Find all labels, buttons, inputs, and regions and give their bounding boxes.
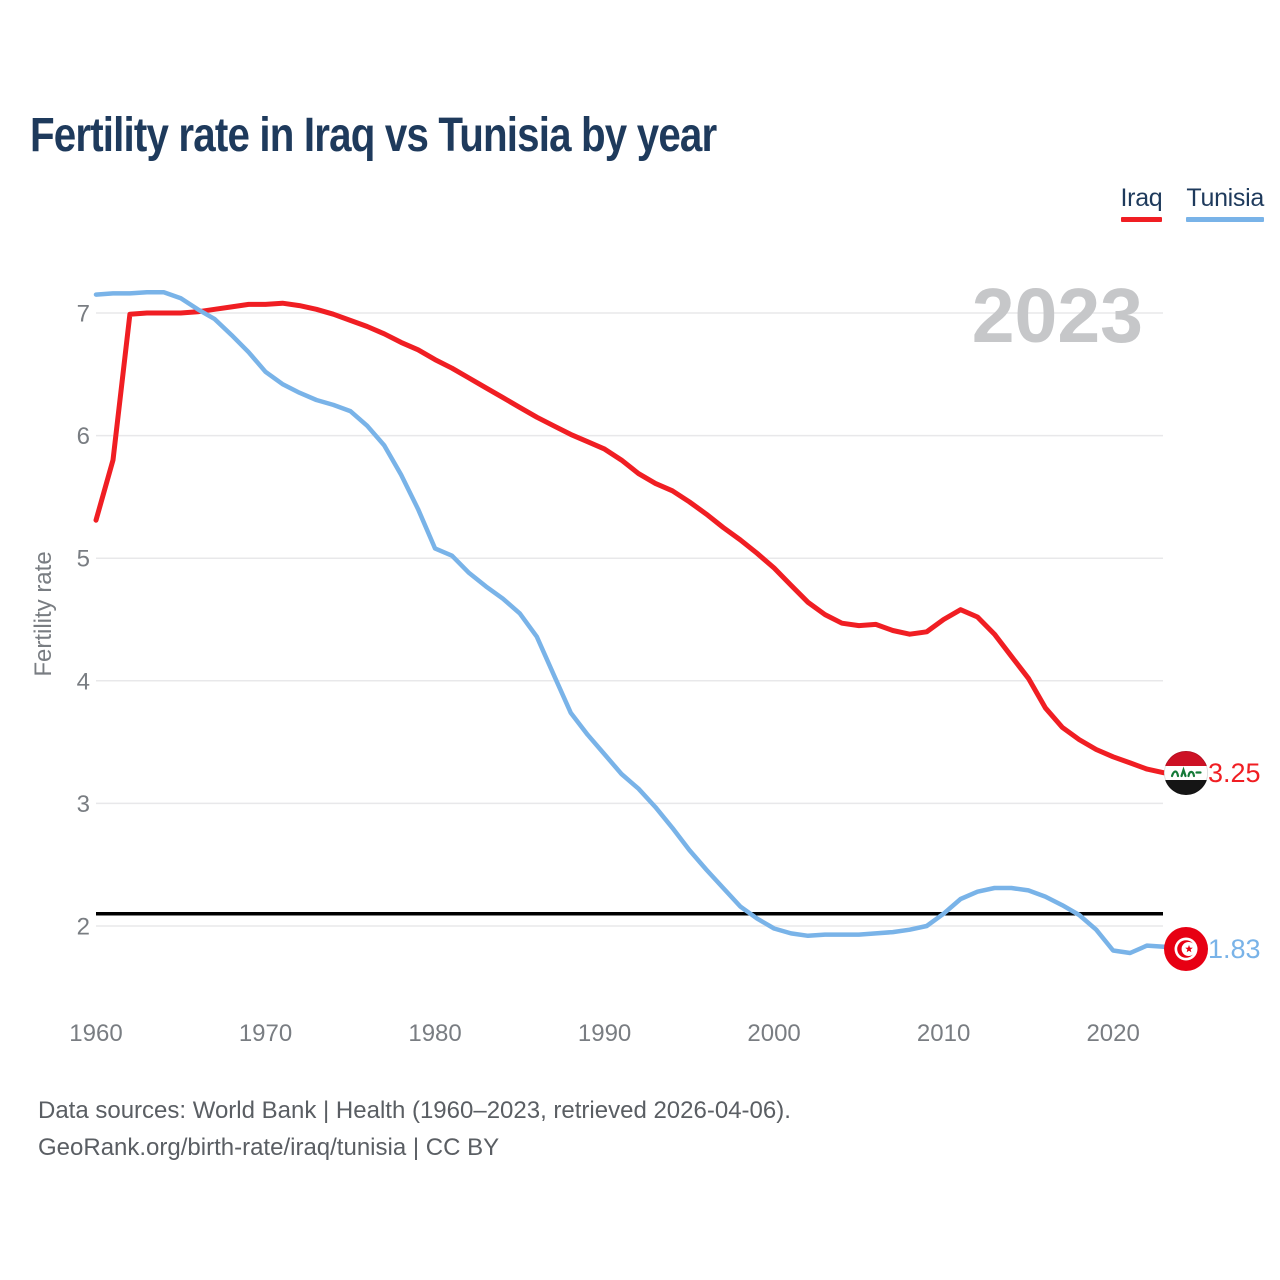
x-tick-label: 1960 [69,1020,122,1047]
legend-swatch-tunisia [1186,217,1264,222]
x-tick-label: 1980 [408,1020,461,1047]
y-tick-label: 6 [77,423,90,450]
grid-layer: 7 6 5 4 3 2 1960 1970 1980 1990 2000 2010 2020 [69,301,1163,1047]
legend: Iraq Tunisia [1120,184,1264,222]
legend-swatch-iraq [1120,217,1163,222]
y-tick-label: 5 [77,546,90,573]
legend-item-iraq[interactable]: Iraq [1120,184,1163,222]
x-tick-label: 1990 [578,1020,631,1047]
series-layer [93,289,1167,956]
legend-label-iraq: Iraq [1120,184,1163,212]
legend-label-tunisia: Tunisia [1186,184,1264,212]
y-tick-label: 2 [77,914,90,941]
iraq-flag-icon [1163,750,1209,796]
x-tick-label: 2020 [1086,1020,1139,1047]
footer-credits: Data sources: World Bank | Health (1960–… [38,1092,791,1166]
legend-item-tunisia[interactable]: Tunisia [1186,184,1264,222]
x-tick-label: 2010 [917,1020,970,1047]
tunisia-flag-icon [1164,927,1208,971]
year-watermark: 2023 [972,273,1143,359]
tunisia-end-value: 1.83 [1208,934,1261,964]
iraq-line[interactable] [93,300,1167,776]
data-source-line: Data sources: World Bank | Health (1960–… [38,1097,791,1124]
y-tick-label: 3 [77,791,90,818]
x-tick-label: 1970 [239,1020,292,1047]
attribution-line: GeoRank.org/birth-rate/iraq/tunisia | CC… [38,1134,500,1161]
y-tick-label: 7 [77,301,90,328]
iraq-end-value: 3.25 [1208,758,1261,788]
y-tick-label: 4 [77,668,90,695]
x-tick-label: 2000 [747,1020,800,1047]
tunisia-line[interactable] [93,289,1167,956]
page-title: Fertility rate in Iraq vs Tunisia by yea… [30,109,717,162]
